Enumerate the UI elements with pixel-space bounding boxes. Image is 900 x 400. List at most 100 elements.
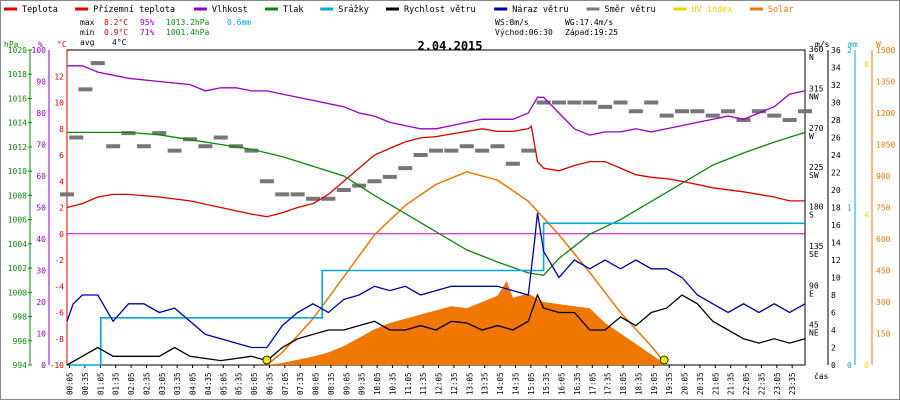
temp-tick-label: 0 [59, 230, 64, 239]
series-solar-theoretical [266, 171, 668, 366]
wm2-tick-label: 150 [876, 330, 891, 339]
ms-tick-label: 36 [831, 46, 841, 55]
wind-direction-mark [336, 188, 351, 192]
wind-direction-mark [167, 148, 182, 153]
x-tick-label: 13:05 [465, 372, 474, 395]
legend-label: Rychlost větru [404, 5, 476, 15]
x-tick-label: 03:05 [158, 372, 167, 395]
x-tick-label: 06:05 [250, 372, 259, 395]
ms-tick-label: 14 [831, 239, 841, 248]
x-tick-label: 22:05 [742, 372, 751, 395]
series-wind-direction [60, 61, 812, 201]
dir-tick-label: SE [809, 250, 819, 259]
uv-tick-label: 4 [864, 211, 869, 220]
ms-tick-label: 26 [831, 134, 841, 143]
pct-tick-label: 70 [36, 141, 46, 150]
wm2-tick-label: 450 [876, 267, 891, 276]
x-tick-label: 02:05 [127, 372, 136, 395]
series-rain [67, 222, 805, 366]
x-tick-label: 21:05 [711, 372, 720, 395]
wind-direction-mark [798, 109, 812, 114]
wind-direction-mark [521, 148, 536, 153]
temp-tick-label: -2 [54, 256, 64, 265]
wind-direction-mark [721, 109, 736, 114]
pct-tick-label: 60 [36, 172, 46, 181]
stat-max-press: 1013.2hPa [166, 18, 210, 27]
stat-label: max [80, 18, 95, 27]
x-tick-label: 01:05 [96, 372, 105, 395]
wm2-tick-label: 1350 [876, 78, 895, 87]
ms-tick-label: 32 [831, 81, 841, 90]
dir-tick-value: 180 [809, 203, 824, 212]
wm2-tick-label: 1050 [876, 141, 895, 150]
hpa-tick-label: 1020 [8, 46, 27, 55]
wm2-tick-label: 600 [876, 235, 891, 244]
temp-tick-label: -10 [50, 361, 65, 370]
dir-tick-label: E [809, 289, 814, 298]
x-tick-label: 15:35 [542, 372, 551, 395]
wind-direction-mark [90, 61, 105, 66]
wind-direction-mark [275, 192, 290, 197]
x-tick-label: 05:35 [235, 372, 244, 395]
legend-label: Teplota [22, 5, 58, 15]
wind-direction-mark [767, 113, 782, 118]
x-tick-label: 11:05 [404, 372, 413, 395]
mm-tick-label: 2 [847, 46, 852, 55]
wind-direction-mark [152, 131, 167, 136]
legend-label: Směr větru [605, 5, 656, 15]
wind-direction-mark [290, 192, 305, 197]
wind-direction-mark [398, 166, 413, 171]
pct-tick-label: 30 [36, 267, 46, 276]
wind-direction-mark [613, 100, 628, 105]
x-tick-label: 19:05 [650, 372, 659, 395]
x-tick-label: 04:35 [204, 372, 213, 395]
x-tick-label: 10:05 [373, 372, 382, 395]
x-tick-label: 07:35 [296, 372, 305, 395]
ms-tick-label: 10 [831, 274, 841, 283]
pct-tick-label: 0 [41, 361, 46, 370]
x-tick-label: 12:35 [450, 372, 459, 395]
dir-tick-value: 45 [809, 321, 819, 330]
x-axis-title: čas [814, 371, 829, 381]
hpa-axis-unit: hPa [4, 40, 19, 49]
ms-tick-label: 0 [831, 361, 836, 370]
ms-tick-label: 2 [831, 344, 836, 353]
x-tick-label: 08:35 [327, 372, 336, 395]
ms-tick-label: 24 [831, 151, 841, 160]
mm-tick-label: 0 [847, 361, 852, 370]
wind-direction-mark [598, 104, 613, 109]
x-tick-label: 00:35 [81, 372, 90, 395]
x-tick-label: 08:05 [312, 372, 321, 395]
x-tick-label: 06:35 [265, 372, 274, 395]
x-tick-label: 15:05 [527, 372, 536, 395]
wind-wg: WG:17.4m/s [565, 18, 613, 27]
wind-direction-mark [475, 148, 490, 153]
wind-direction-mark [60, 192, 74, 197]
stat-max-rain: 0.6mm [227, 18, 251, 27]
wind-direction-mark [259, 179, 274, 184]
temp-tick-label: 6 [59, 151, 64, 160]
wind-direction-mark [567, 100, 582, 105]
stat-avg-temp: 4°C [112, 38, 127, 47]
wind-direction-mark [628, 109, 643, 114]
x-tick-label: 04:05 [189, 372, 198, 395]
x-tick-label: 14:35 [511, 372, 520, 395]
x-tick-label: 09:05 [342, 372, 351, 395]
series-wind-speed [66, 293, 806, 366]
x-tick-label: 18:05 [619, 372, 628, 395]
hpa-tick-label: 1012 [8, 143, 27, 152]
wind-direction-mark [136, 144, 151, 149]
ms-tick-label: 20 [831, 186, 841, 195]
uv-tick-label: 0 [864, 361, 869, 370]
x-tick-label: 22:35 [757, 372, 766, 395]
temp-tick-label: 12 [54, 72, 64, 81]
dir-tick-label: N [809, 53, 814, 62]
x-tick-label: 20:05 [681, 372, 690, 395]
ms-tick-label: 34 [831, 64, 841, 73]
wind-direction-mark [78, 87, 93, 92]
stat-label: avg [80, 38, 95, 47]
ms-tick-label: 30 [831, 99, 841, 108]
x-tick-label: 23:35 [788, 372, 797, 395]
wind-direction-mark [659, 113, 674, 118]
